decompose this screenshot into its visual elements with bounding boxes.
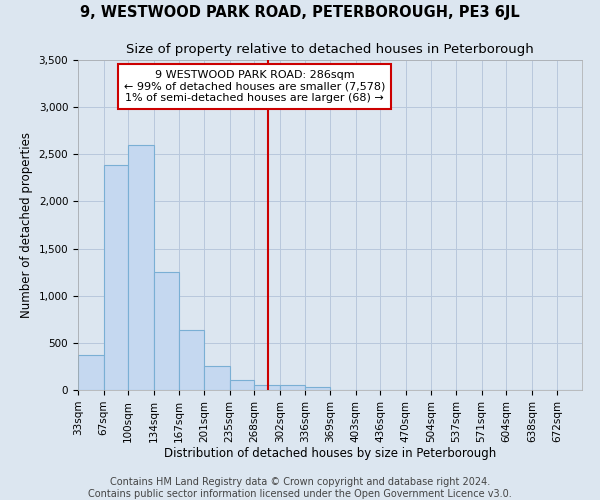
Text: Contains HM Land Registry data © Crown copyright and database right 2024.
Contai: Contains HM Land Registry data © Crown c…	[88, 478, 512, 499]
Text: 9 WESTWOOD PARK ROAD: 286sqm
← 99% of detached houses are smaller (7,578)
1% of : 9 WESTWOOD PARK ROAD: 286sqm ← 99% of de…	[124, 70, 385, 103]
Bar	[154, 272, 179, 390]
Bar	[104, 164, 128, 390]
Title: Size of property relative to detached houses in Peterborough: Size of property relative to detached ho…	[126, 43, 534, 56]
Bar	[280, 385, 305, 390]
Bar	[229, 380, 254, 390]
Bar	[305, 387, 330, 390]
Bar	[254, 385, 280, 390]
Bar	[204, 366, 229, 390]
Bar	[78, 354, 104, 390]
Bar	[128, 145, 154, 390]
Y-axis label: Number of detached properties: Number of detached properties	[20, 132, 33, 318]
Bar	[179, 330, 204, 390]
Text: 9, WESTWOOD PARK ROAD, PETERBOROUGH, PE3 6JL: 9, WESTWOOD PARK ROAD, PETERBOROUGH, PE3…	[80, 5, 520, 20]
X-axis label: Distribution of detached houses by size in Peterborough: Distribution of detached houses by size …	[164, 448, 496, 460]
